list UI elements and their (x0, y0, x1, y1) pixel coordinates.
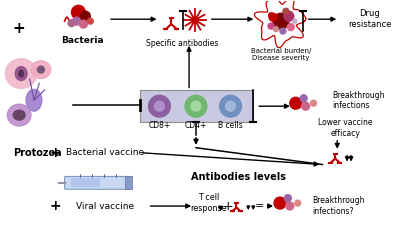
FancyBboxPatch shape (65, 176, 131, 189)
Circle shape (293, 19, 297, 23)
Circle shape (284, 11, 294, 21)
Ellipse shape (13, 110, 25, 120)
Circle shape (72, 5, 85, 19)
Text: Protozoa: Protozoa (13, 148, 62, 158)
Circle shape (72, 17, 80, 25)
Ellipse shape (19, 70, 24, 77)
FancyBboxPatch shape (140, 90, 253, 122)
Circle shape (302, 102, 310, 110)
Circle shape (286, 202, 294, 210)
Circle shape (87, 18, 93, 24)
Ellipse shape (26, 89, 42, 111)
Text: Breakthrough
infections?: Breakthrough infections? (312, 196, 365, 216)
Circle shape (191, 101, 201, 111)
Text: Bacteria: Bacteria (61, 36, 104, 45)
Circle shape (226, 101, 236, 111)
Circle shape (80, 20, 87, 28)
Bar (125, 176, 132, 189)
Circle shape (154, 101, 164, 111)
Circle shape (280, 28, 286, 34)
Text: Lower vaccine
efficacy: Lower vaccine efficacy (318, 118, 372, 138)
Circle shape (185, 95, 207, 117)
Circle shape (148, 95, 170, 117)
Ellipse shape (38, 66, 44, 73)
Circle shape (80, 11, 90, 21)
Circle shape (284, 195, 291, 202)
Ellipse shape (5, 59, 37, 88)
Text: T cell
response: T cell response (190, 193, 227, 213)
Text: B cells: B cells (218, 121, 243, 130)
Text: CD8+: CD8+ (148, 121, 170, 130)
Ellipse shape (15, 67, 27, 80)
Circle shape (273, 13, 289, 29)
Circle shape (274, 27, 278, 31)
Circle shape (300, 95, 307, 102)
Text: +: + (222, 200, 233, 213)
Ellipse shape (31, 61, 51, 78)
Text: +: + (50, 199, 62, 213)
Circle shape (68, 20, 75, 27)
Circle shape (283, 8, 289, 14)
Circle shape (310, 100, 316, 106)
Circle shape (220, 95, 242, 117)
Text: =: = (254, 201, 264, 211)
Text: CD4+: CD4+ (185, 121, 207, 130)
Text: Specific antibodies: Specific antibodies (146, 39, 218, 48)
Text: +: + (50, 146, 62, 160)
Circle shape (287, 24, 294, 31)
Text: +: + (13, 21, 26, 36)
Circle shape (295, 200, 301, 206)
Text: Breakthrough
infections: Breakthrough infections (332, 91, 385, 110)
Circle shape (192, 17, 198, 23)
Text: Bacterial burden/
Disease severity: Bacterial burden/ Disease severity (251, 48, 311, 61)
Ellipse shape (7, 104, 31, 126)
Text: Drug
resistance: Drug resistance (348, 10, 392, 29)
Text: Bacterial vaccine: Bacterial vaccine (66, 148, 144, 157)
Text: Antibodies levels: Antibodies levels (191, 172, 286, 182)
Circle shape (268, 23, 274, 29)
Text: Viral vaccine: Viral vaccine (76, 201, 134, 211)
Bar (70, 178, 100, 187)
Circle shape (274, 197, 286, 209)
Circle shape (290, 97, 302, 109)
Circle shape (268, 13, 274, 18)
Circle shape (269, 13, 277, 21)
